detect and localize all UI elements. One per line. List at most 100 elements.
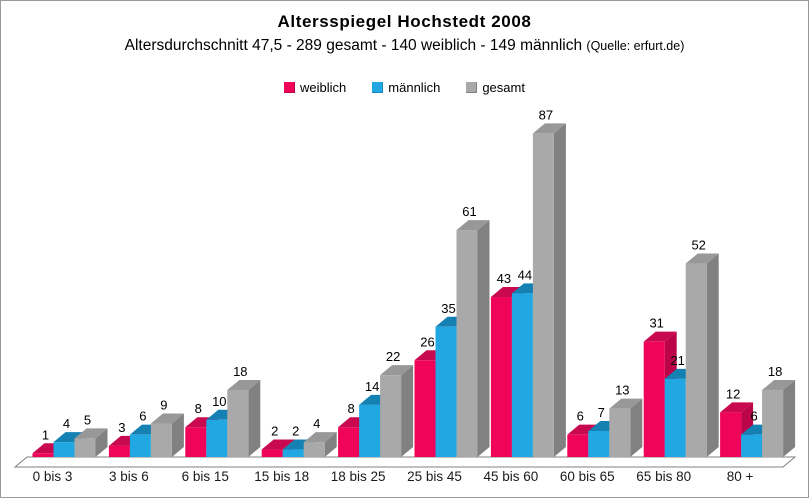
bar-front-face [32,453,54,457]
bar-side-face [95,428,108,457]
value-label-weiblich-25-bis-45: 26 [420,334,434,349]
bar-top-face [53,432,87,443]
bar-front-face [643,341,665,457]
value-label-weiblich-45-bis-60: 43 [497,271,511,286]
category-label-0-bis-3: 0 bis 3 [33,469,73,484]
bar-top-face [609,398,643,409]
bar-front-face [511,293,533,457]
value-label-weiblich-60-bis-65: 6 [577,409,584,424]
bar-top-face [380,365,414,376]
value-label-gesamt-25-bis-45: 61 [462,204,476,219]
value-label-gesamt-6-bis-15: 18 [233,364,247,379]
value-label-gesamt-80-plus: 18 [768,364,782,379]
legend-item-männlich: männlich [372,80,440,95]
bar-side-face [324,432,337,457]
value-label-weiblich-6-bis-15: 8 [195,401,202,416]
legend-label-weiblich: weiblich [300,80,347,95]
bar-front-face [664,378,686,457]
bar-top-face [74,428,108,439]
bar-front-face [380,375,402,457]
bar-front-face [456,230,478,457]
legend-swatch-männlich [372,82,384,93]
bar-front-face [685,263,707,457]
legend-swatch-gesamt [466,82,478,93]
value-label-männlich-6-bis-15: 10 [212,394,226,409]
chart-title: Altersspiegel Hochstedt 2008 [277,12,532,31]
legend-label-gesamt: gesamt [482,80,525,95]
bar-front-face [282,449,304,457]
bar-gesamt-3-bis-6 [150,413,184,457]
bar-front-face [74,438,96,457]
value-label-gesamt-0-bis-3: 5 [84,412,91,427]
bar-top-face [532,123,566,134]
bar-gesamt-65-bis-80 [685,253,719,457]
legend: weiblich männlich gesamt [1,80,808,95]
bar-top-face [227,380,261,391]
value-label-gesamt-60-bis-65: 13 [615,383,629,398]
bar-front-face [108,445,130,457]
bar-top-face [261,439,295,450]
category-label-45-bis-60: 45 bis 60 [484,469,539,484]
bar-front-face [435,326,457,457]
bar-gesamt-80-plus [762,380,796,457]
bar-front-face [150,423,172,457]
bar-side-face [630,398,643,457]
bar-front-face [206,419,228,457]
chart-subtitle: Altersdurchschnitt 47,5 - 289 gesamt - 1… [1,37,808,55]
value-label-weiblich-65-bis-80: 31 [649,316,663,331]
value-label-gesamt-18-bis-25: 22 [386,349,400,364]
subtitle-stats: Altersdurchschnitt 47,5 - 289 gesamt - 1… [124,37,583,54]
bar-front-face [303,442,325,457]
legend-swatch-weiblich [284,82,296,93]
value-label-männlich-60-bis-65: 7 [598,405,605,420]
bar-side-face [783,380,796,457]
bar-top-face [456,220,490,231]
bar-front-face [129,434,151,457]
bar-side-face [401,365,414,457]
value-label-gesamt-15-bis-18: 4 [313,416,320,431]
bar-top-face [720,402,754,413]
value-label-männlich-25-bis-45: 35 [441,301,455,316]
bar-front-face [185,427,207,457]
bar-top-face [150,413,184,424]
value-label-männlich-45-bis-60: 44 [518,267,532,282]
bar-front-face [720,412,742,457]
value-label-weiblich-0-bis-3: 1 [42,427,49,442]
category-label-25-bis-45: 25 bis 45 [407,469,462,484]
bar-front-face [261,449,283,457]
bar-gesamt-45-bis-60 [532,123,566,458]
category-label-3-bis-6: 3 bis 6 [109,469,149,484]
bar-top-face [643,331,677,342]
bar-front-face [53,442,75,457]
legend-item-gesamt: gesamt [466,80,525,95]
chart-floor [13,456,797,468]
value-label-männlich-18-bis-25: 14 [365,379,379,394]
value-label-männlich-3-bis-6: 6 [139,409,146,424]
bar-front-face [741,434,763,457]
value-label-gesamt-45-bis-60: 87 [539,107,553,122]
bar-gesamt-18-bis-25 [380,365,414,457]
bar-gesamt-60-bis-65 [609,398,643,457]
value-label-männlich-0-bis-3: 4 [63,416,70,431]
bar-front-face [762,390,784,457]
bar-front-face [359,404,381,457]
value-label-männlich-65-bis-80: 21 [670,353,684,368]
value-label-männlich-15-bis-18: 2 [292,424,299,439]
legend-label-männlich: männlich [388,80,441,95]
bar-front-face [490,297,512,457]
bar-top-face [303,432,337,443]
bar-side-face [553,123,566,458]
category-label-6-bis-15: 6 bis 15 [182,469,229,484]
value-label-weiblich-80-plus: 12 [726,386,740,401]
category-label-65-bis-80: 65 bis 80 [636,469,691,484]
category-label-18-bis-25: 18 bis 25 [331,469,386,484]
bar-front-face [609,408,631,457]
bar-top-face [490,287,524,298]
bar-gesamt-0-bis-3 [74,428,108,457]
value-label-gesamt-3-bis-6: 9 [160,398,167,413]
value-label-weiblich-15-bis-18: 2 [271,424,278,439]
bar-side-face [248,380,261,457]
bar-front-face [532,133,554,458]
